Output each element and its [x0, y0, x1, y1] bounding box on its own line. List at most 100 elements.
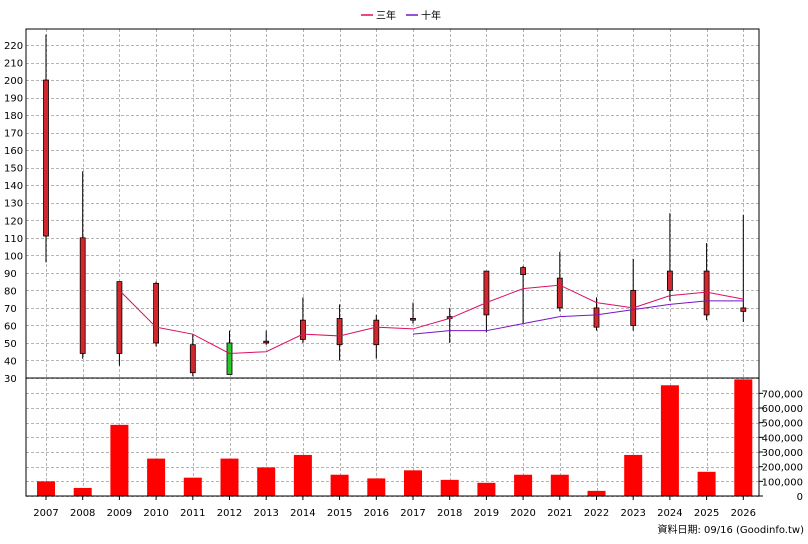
price-tick-label: 200: [4, 76, 23, 87]
candle-body: [116, 281, 123, 354]
legend-label-ma10: 十年: [421, 9, 441, 22]
price-tick-label: 40: [4, 356, 17, 367]
candle-body: [79, 237, 86, 354]
ma10-line: [412, 300, 744, 335]
year-tick-label: 2012: [217, 508, 242, 519]
price-tick-label: 90: [4, 269, 17, 280]
candle-body: [226, 342, 233, 375]
price-tick-label: 190: [4, 94, 23, 105]
volume-tick-label: 400,000: [762, 433, 803, 444]
candlesticks: [43, 34, 747, 377]
moving-average-lines: [119, 284, 744, 354]
candle-body: [410, 318, 416, 321]
year-tick-label: 2022: [584, 508, 609, 519]
candle-body: [667, 270, 673, 291]
legend-item-ma3: 三年: [361, 9, 396, 22]
price-tick-label: 70: [4, 304, 17, 315]
price-tick-label: 120: [4, 216, 23, 227]
volume-bar: [257, 467, 276, 496]
year-tick-label: 2009: [107, 508, 132, 519]
volume-bar: [440, 479, 459, 496]
legend: 三年 十年: [361, 9, 441, 22]
year-tick-label: 2007: [33, 508, 58, 519]
year-tick-label: 2017: [400, 508, 425, 519]
year-axis: 2007 2008 2009 2010 2011 2012 2013 2014 2015 2016…: [33, 496, 756, 519]
candle-body: [189, 344, 196, 374]
candle-body: [373, 319, 380, 346]
legend-label-ma3: 三年: [376, 9, 396, 22]
volume-panel-grid: [26, 378, 759, 497]
year-tick-label: 2025: [694, 508, 719, 519]
volume-bar: [110, 424, 129, 496]
price-tick-label: 170: [4, 129, 23, 140]
volume-bar: [660, 385, 679, 496]
volume-tick-label: 200,000: [762, 463, 803, 474]
volume-bar: [624, 454, 643, 496]
candle-body: [263, 340, 270, 344]
year-tick-label: 2021: [547, 508, 572, 519]
year-tick-label: 2023: [620, 508, 645, 519]
volume-bar: [514, 474, 533, 496]
volume-tick-label: 100,000: [762, 477, 803, 488]
year-tick-label: 2013: [253, 508, 278, 519]
volume-tick-label: 0: [797, 492, 803, 503]
year-tick-label: 2020: [510, 508, 535, 519]
volume-bar: [477, 482, 496, 496]
volume-tick-label: 600,000: [762, 404, 803, 415]
volume-bar: [183, 477, 202, 496]
price-tick-label: 160: [4, 146, 23, 157]
price-tick-label: 140: [4, 181, 23, 192]
year-tick-label: 2018: [437, 508, 462, 519]
volume-bar: [404, 470, 422, 496]
volume-bar: [293, 454, 312, 496]
volume-bar: [367, 478, 386, 496]
candle-body: [153, 282, 160, 344]
price-tick-label: 110: [4, 234, 23, 245]
price-tick-label: 30: [4, 374, 17, 385]
legend-item-ma10: 十年: [406, 9, 441, 22]
volume-bar: [220, 458, 239, 496]
price-tick-label: 180: [4, 111, 23, 122]
volume-bar: [550, 474, 569, 496]
year-tick-label: 2024: [657, 508, 682, 519]
year-tick-label: 2008: [70, 508, 95, 519]
candle-body: [520, 267, 526, 275]
volume-tick-label: 700,000: [762, 389, 803, 400]
candle-body: [299, 319, 306, 340]
price-tick-label: 130: [4, 199, 23, 210]
volume-axis: 0 100,000 200,000 300,000 400,000 500,000 600,…: [759, 389, 803, 503]
volume-tick-label: 500,000: [762, 419, 803, 430]
year-tick-label: 2011: [180, 508, 205, 519]
price-tick-label: 80: [4, 286, 17, 297]
volume-bar: [73, 487, 92, 496]
candle-body: [593, 307, 600, 328]
price-panel-grid: [26, 29, 759, 379]
volume-bar: [697, 471, 716, 496]
volume-bar: [587, 490, 606, 496]
data-date-footer: 資料日期: 09/16 (Goodinfo.tw): [657, 523, 804, 536]
volume-bar: [330, 474, 349, 496]
candle-body: [43, 79, 49, 237]
price-tick-label: 150: [4, 164, 23, 175]
year-tick-label: 2026: [731, 508, 756, 519]
candle-body: [556, 277, 563, 309]
volume-bar: [734, 379, 753, 496]
volume-bars: [37, 379, 753, 496]
ma3-line: [119, 284, 744, 354]
year-tick-label: 2015: [327, 508, 352, 519]
price-tick-label: 60: [4, 321, 17, 332]
volume-tick-label: 300,000: [762, 448, 803, 459]
price-tick-label: 100: [4, 251, 23, 262]
volume-bar: [147, 458, 166, 496]
candle-body: [483, 270, 490, 316]
candle-body: [740, 307, 747, 312]
price-axis: 30 40 50 60 70 80 90 100 110 120 130 140 150 160 170 18…: [4, 41, 23, 385]
volume-panel-frame: [25, 377, 760, 497]
year-tick-label: 2010: [143, 508, 168, 519]
candle-body: [336, 318, 343, 346]
price-tick-label: 210: [4, 59, 23, 70]
year-tick-label: 2014: [290, 508, 315, 519]
volume-bar: [37, 481, 55, 496]
